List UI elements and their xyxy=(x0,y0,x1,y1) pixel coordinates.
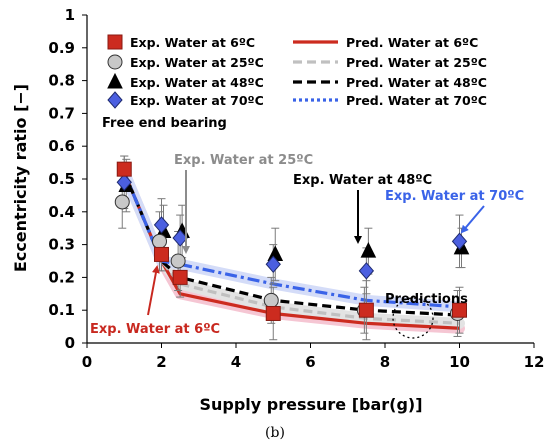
data-point-square xyxy=(358,302,374,318)
legend-label: Pred. Water at 25ºC xyxy=(346,55,487,70)
data-point-diamond xyxy=(358,262,375,280)
y-tick-label: 0.9 xyxy=(48,39,75,57)
legend-label: Pred. Water at 6ºC xyxy=(346,35,478,50)
annotation-arrow-70 xyxy=(460,205,485,234)
legend-label: Exp. Water at 25ºC xyxy=(130,55,264,70)
x-tick-label: 12 xyxy=(524,353,545,371)
data-point-square xyxy=(452,302,467,318)
annotation-exp-6: Exp. Water at 6ºC xyxy=(90,322,220,337)
y-tick-label: 0.3 xyxy=(48,236,75,254)
legend-marker-triangle xyxy=(107,72,123,89)
legend-marker-diamond xyxy=(107,91,123,109)
data-point-diamond xyxy=(172,229,188,247)
data-point-circle xyxy=(170,253,186,269)
prediction-line xyxy=(122,171,460,325)
legend-label: Exp. Water at 6ºC xyxy=(130,35,255,50)
data-point-triangle xyxy=(360,242,377,258)
y-tick-label: 0.4 xyxy=(48,203,75,221)
annotation-exp-48: Exp. Water at 48ºC xyxy=(293,173,432,188)
data-point-circle xyxy=(152,233,167,249)
data-point-square xyxy=(172,269,188,285)
legend: Exp. Water at 6ºC Exp. Water at 25ºC Exp. … xyxy=(107,34,487,109)
annotation-arrow-6 xyxy=(147,265,160,316)
data-point-circle xyxy=(114,194,130,210)
data-point-square xyxy=(154,246,169,262)
x-tick-label: 2 xyxy=(156,353,166,371)
legend-label: Exp. Water at 70ºC xyxy=(130,93,264,108)
legend-marker-square xyxy=(107,34,123,50)
legend-marker-circle xyxy=(107,54,123,70)
data-point-circle xyxy=(263,292,279,308)
y-tick-label: 0.8 xyxy=(48,72,75,90)
legend-label: Exp. Water at 48ºC xyxy=(130,75,264,90)
y-tick-label: 0.6 xyxy=(48,137,75,155)
legend-label: Pred. Water at 48ºC xyxy=(346,75,487,90)
y-tick-label: 0.5 xyxy=(48,170,75,188)
legend-label: Pred. Water at 70ºC xyxy=(346,93,487,108)
y-tick-label: 0.2 xyxy=(48,268,75,286)
annotation-predictions: Predictions xyxy=(385,292,468,307)
data-point-square xyxy=(116,161,132,177)
free-end-bearing-label: Free end bearing xyxy=(102,116,227,131)
data-point-diamond xyxy=(265,255,281,274)
data-point-diamond xyxy=(451,232,468,251)
x-tick-label: 8 xyxy=(380,353,390,371)
annotation-exp-25: Exp. Water at 25ºC xyxy=(174,153,313,168)
data-point-diamond xyxy=(153,216,170,234)
data-point-diamond xyxy=(116,173,132,192)
y-tick-label: 1 xyxy=(65,6,75,24)
y-tick-label: 0.1 xyxy=(48,301,75,319)
x-tick-label: 0 xyxy=(82,353,92,371)
tick-labels: 0 2 4 6 8 10 12 0 0.1 0.2 0.3 0.4 0.5 0.6 0.7 0.8 0.9 1 xyxy=(48,6,544,371)
y-axis-title: Eccentricity ratio [−] xyxy=(11,84,30,272)
predictions-circle xyxy=(392,297,434,339)
x-axis-title: Supply pressure [bar(g)] xyxy=(199,395,422,414)
y-tick-label: 0 xyxy=(65,334,75,352)
x-tick-label: 10 xyxy=(449,353,470,371)
plot-area xyxy=(82,14,535,348)
annotation-exp-70: Exp. Water at 70ºC xyxy=(385,189,524,204)
y-tick-label: 0.7 xyxy=(48,104,75,122)
prediction-line xyxy=(122,171,460,317)
series-layer xyxy=(114,155,470,341)
data-point-square xyxy=(265,305,281,321)
x-tick-label: 4 xyxy=(231,353,241,371)
figure-sub-label: (b) xyxy=(265,425,285,441)
x-tick-label: 6 xyxy=(305,353,315,371)
